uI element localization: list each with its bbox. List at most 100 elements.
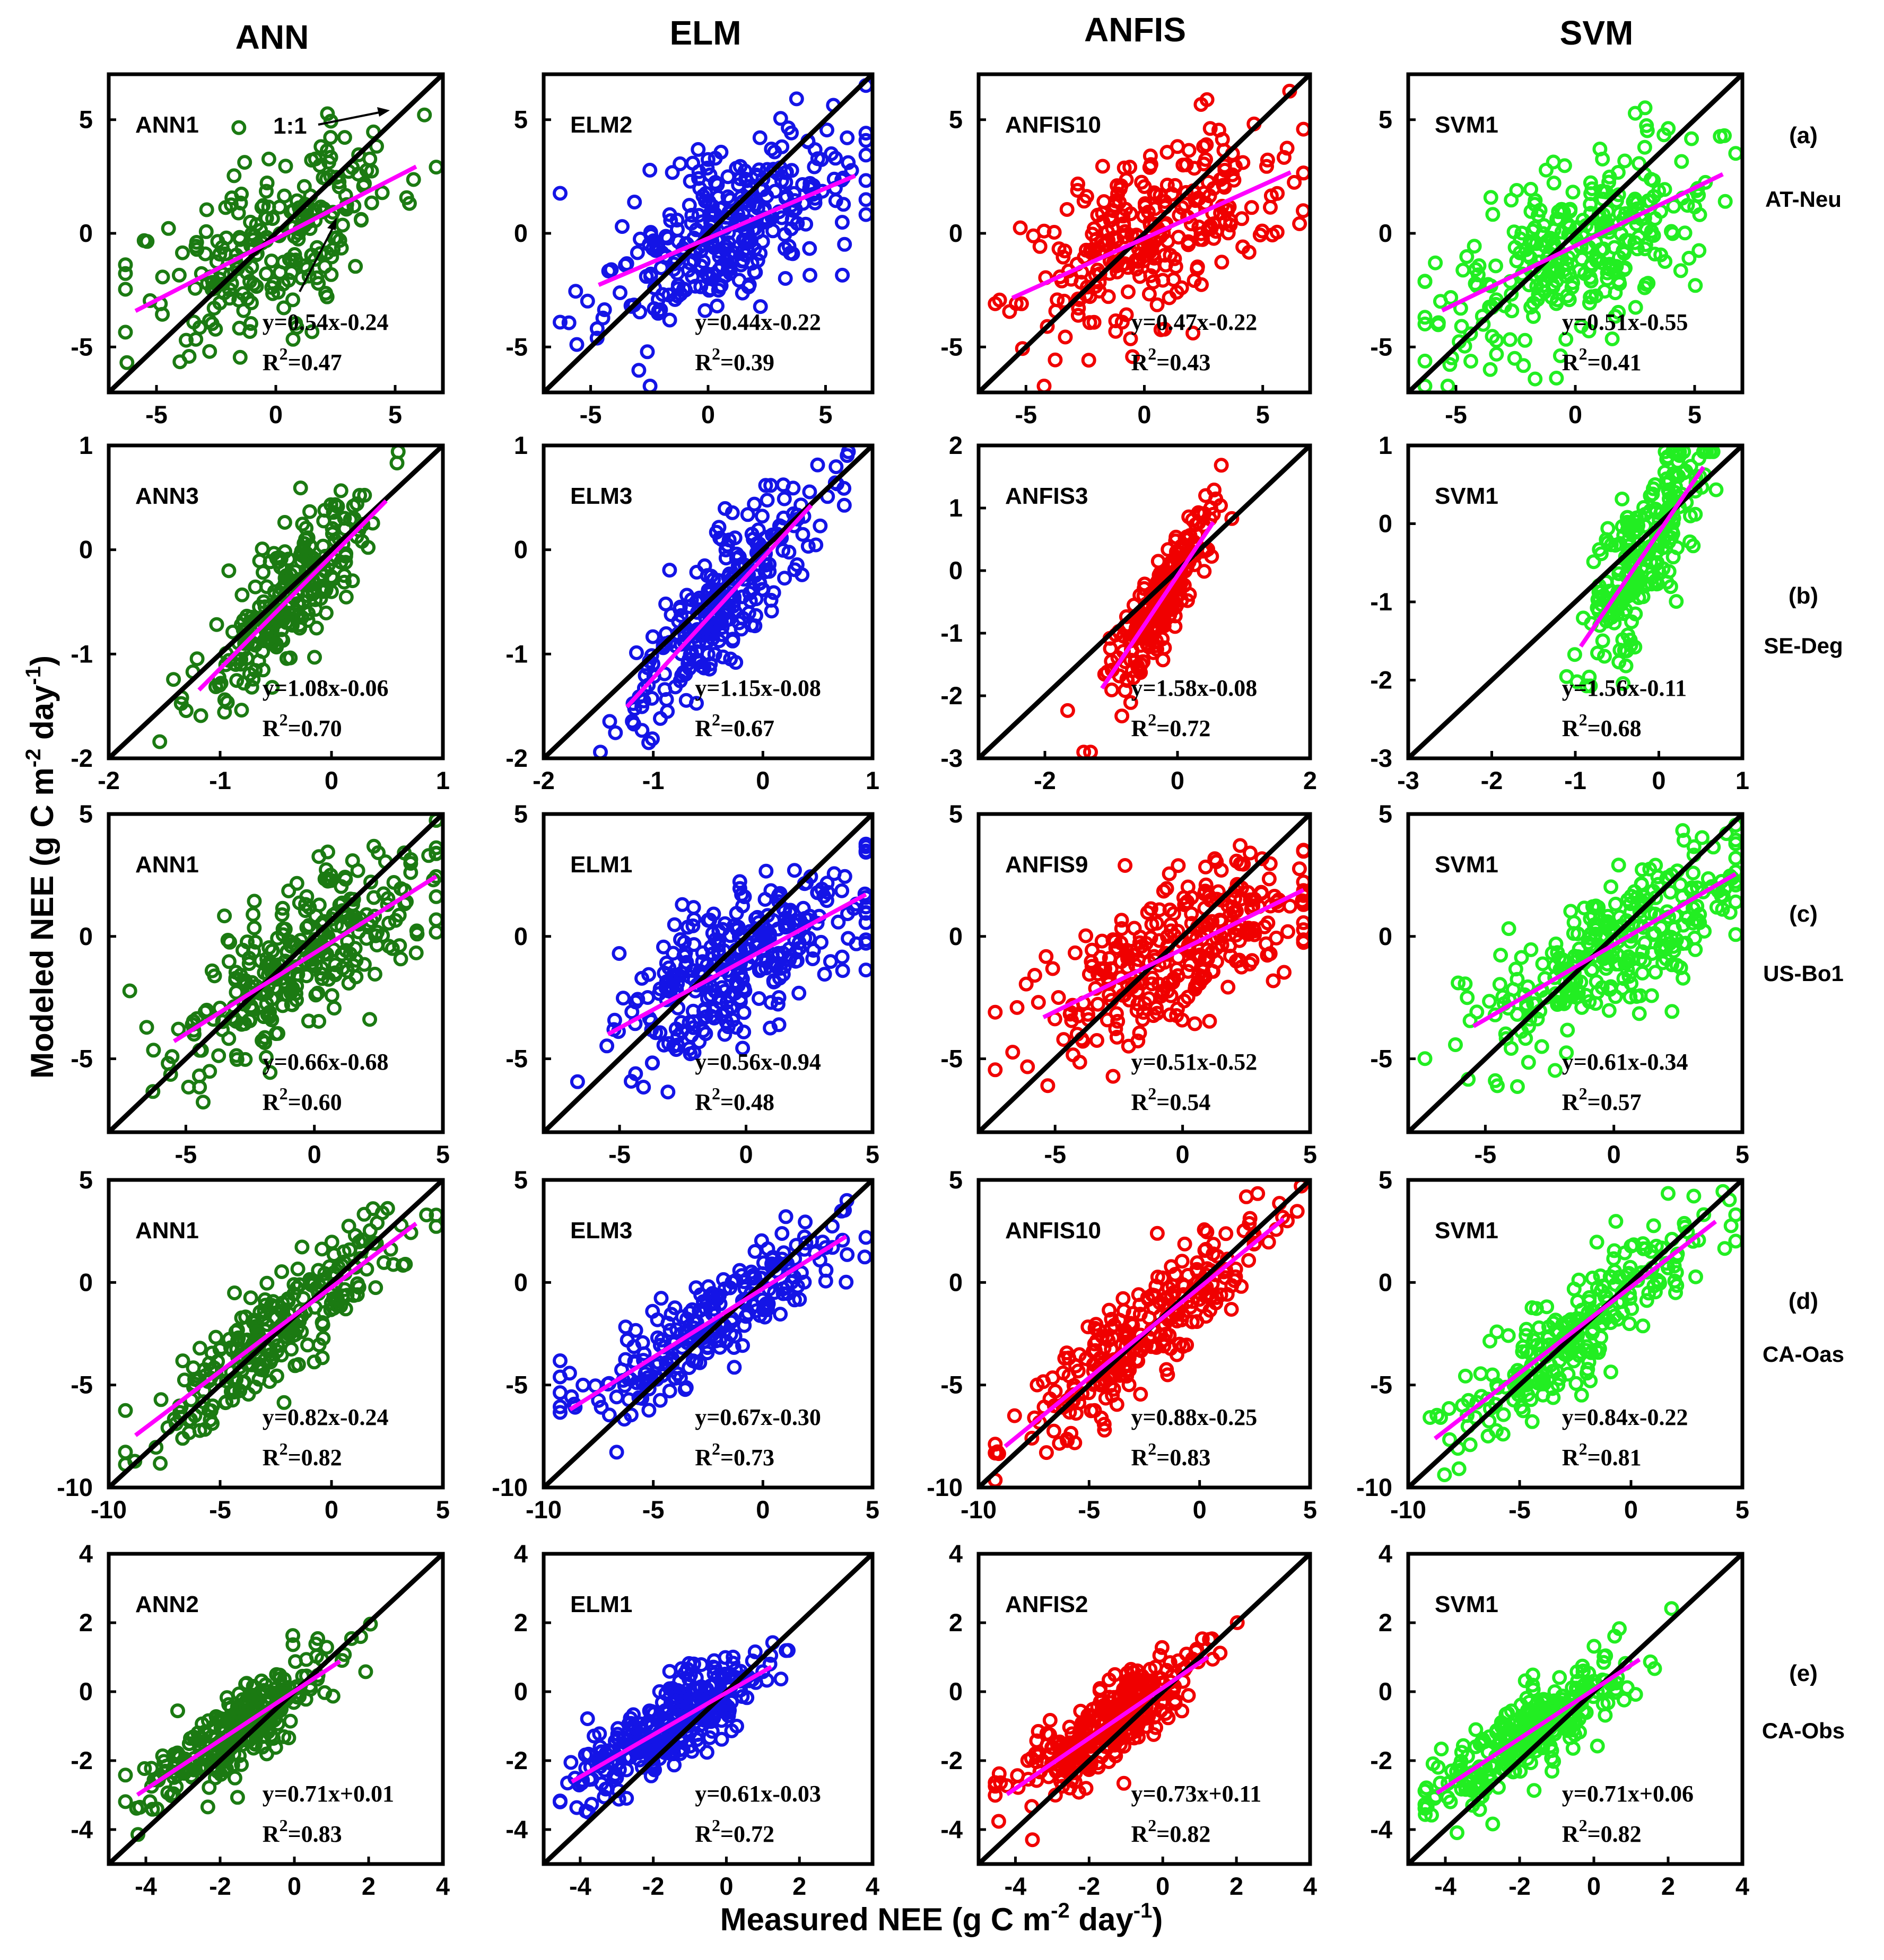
data-point [1121,284,1136,300]
panel-r1-elm-fit-line [598,173,856,287]
data-point [1589,916,1604,932]
x-tick-label: -10 [1390,1495,1426,1524]
data-point [1641,1285,1656,1301]
data-point [1489,346,1504,362]
data-point [1643,488,1658,503]
data-point [1015,341,1030,356]
data-point [668,1021,684,1037]
data-point [660,704,675,719]
data-point [1070,1009,1086,1023]
data-point [1117,160,1132,176]
data-point [259,183,274,199]
data-point [668,1335,683,1350]
data-point [152,734,168,749]
data-point [1513,231,1528,247]
data-point [1608,309,1623,324]
data-point [1608,538,1623,553]
panel-r2-anfis-r-squared: R2=0.72 [1131,710,1211,741]
data-point [707,646,722,662]
data-point [388,913,403,928]
data-point [1206,216,1222,231]
data-point [1564,279,1580,295]
data-point [233,195,248,211]
data-point [1617,246,1632,261]
data-point [725,632,740,647]
x-tick-label: -5 [1078,1495,1100,1524]
data-point [119,355,135,370]
site-label-ca-oas: CA-Oas [1763,1342,1844,1367]
data-point [1119,609,1134,624]
data-point [1611,566,1627,581]
data-point [1549,296,1564,311]
x-tick-label: 5 [436,1495,450,1524]
data-point [1181,237,1196,252]
data-point [685,918,701,933]
data-point [619,256,634,272]
data-point [231,120,247,135]
data-point [276,300,292,316]
data-point [217,704,232,720]
y-tick-label: -5 [71,1371,93,1399]
data-point [366,838,381,854]
y-tick-label: 0 [514,1268,528,1296]
data-point [1675,823,1690,838]
data-point [307,650,322,665]
data-point [636,1080,651,1095]
data-point [1046,1423,1061,1439]
data-point [1653,939,1668,955]
data-point [1546,176,1562,191]
data-point [397,845,412,861]
data-point [188,331,204,347]
data-point [1127,921,1142,936]
y-tick-label: 5 [949,800,963,828]
data-point [118,257,133,273]
data-point [685,269,700,284]
data-point [307,1354,322,1370]
data-point [229,673,245,688]
fit-arrow [299,225,335,292]
data-point [1092,266,1107,282]
data-point [333,483,348,498]
data-point [1549,371,1564,386]
y-tick-label: -10 [927,1473,963,1501]
data-point [831,914,846,930]
data-point [670,266,685,281]
data-point [279,651,294,666]
y-tick-label: -1 [1370,588,1392,616]
panel-r2-svm-r-squared: R2=0.68 [1562,710,1642,741]
data-point [271,1026,285,1041]
site-label-ca-obs: CA-Obs [1762,1718,1845,1743]
y-tick-label: -3 [940,744,963,772]
panel-r3-anfis-fit-line [1042,888,1305,1019]
data-point [1717,1241,1732,1256]
data-point [139,1020,154,1035]
data-point [858,147,874,163]
data-point [230,1790,245,1805]
data-point [1429,1407,1445,1423]
panel-r1-anfis-equation: y=0.47x-0.22 [1131,309,1258,335]
data-point [1669,594,1684,609]
panel-r4-elm-model-label: ELM3 [570,1218,632,1244]
data-point [1202,121,1218,136]
data-point [345,573,360,589]
data-point [1581,1354,1597,1370]
data-point [340,964,355,979]
data-point [263,1065,278,1080]
data-point [181,349,197,364]
data-point [714,980,730,995]
data-point [712,530,728,546]
data-point [1530,1011,1545,1027]
data-point [320,106,335,121]
data-point [732,159,748,174]
data-point [325,526,340,541]
data-point [858,962,874,978]
data-point [231,292,247,308]
x-tick-label: -1 [209,766,231,794]
data-point [221,1031,237,1046]
data-point [1546,1315,1561,1331]
data-point [814,152,829,167]
data-point [1125,1318,1140,1333]
data-point [1056,249,1071,265]
